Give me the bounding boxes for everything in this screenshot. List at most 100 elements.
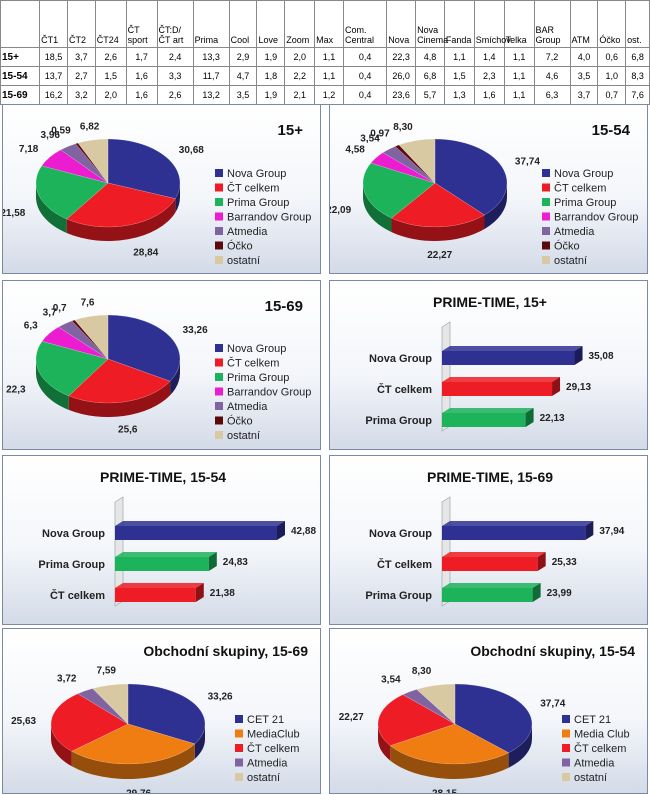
table-cell: 1,5: [94, 66, 127, 86]
table-cell: 1,2: [314, 85, 344, 105]
column-header: Nova: [386, 0, 417, 48]
pie-data-label: 37,74: [515, 157, 540, 168]
pie-side-t-celkem: [391, 214, 485, 241]
pie-side-nova-group: [170, 359, 180, 396]
table-cell: 1,7: [125, 47, 158, 67]
bar-top-prima-group: [442, 583, 541, 588]
table-cell: 13,3: [192, 47, 230, 67]
pie-data-label: 33,26: [183, 325, 208, 336]
pie-side-mediaclub: [71, 743, 195, 779]
pie-data-label: 8,30: [393, 122, 413, 133]
legend-swatch-barrandov-group: [215, 387, 223, 396]
pie-slice-prima-group: [35, 340, 109, 397]
legend-label: ČT celkem: [574, 742, 626, 755]
pie-side-t-celkem: [51, 724, 72, 767]
legend-swatch-media-club: [562, 729, 570, 738]
bar-chart-prime-15-54: PRIME-TIME, 15-54 Nova Group 42,88 Prima Gr…: [38, 469, 316, 607]
table-cell: 4,8: [415, 47, 445, 67]
bar-nova-group: [442, 526, 586, 540]
pie-side-nova-group: [175, 183, 180, 213]
table-cell: 3,3: [156, 66, 194, 86]
table-cell: 6,3: [533, 85, 571, 105]
chart-title: PRIME-TIME, 15-69: [427, 469, 553, 485]
column-header: Zoom: [284, 0, 316, 48]
table-cell: 7,6: [625, 85, 650, 105]
legend-label: Atmedia: [247, 758, 288, 770]
pie-side-group: [51, 724, 206, 779]
pie-data-label: 29,76: [126, 789, 151, 794]
bar-side-nova-group: [585, 521, 594, 540]
bar-side-t-celkem: [195, 583, 204, 602]
chart-title: PRIME-TIME, 15+: [433, 294, 547, 310]
pie-slice-mediaclub: [71, 723, 196, 765]
pie-data-label: 3,7: [43, 308, 57, 319]
bar-data-label: 23,99: [547, 588, 572, 599]
legend-label: ČT celkem: [554, 182, 606, 195]
pie-slice-prima-group: [35, 165, 109, 220]
chart-title: 15+: [278, 122, 304, 139]
pie-data-label: 28,15: [432, 789, 457, 794]
pie-data-label: 0,7: [53, 303, 67, 314]
pie-data-label: 33,26: [208, 691, 233, 702]
bar-prima-group: [115, 557, 209, 571]
category-label: ČT celkem: [50, 589, 105, 602]
pie-panel-15plus: 30,68 28,84 21,58 7,183,960,59 6,82 15+ Nova G…: [2, 104, 321, 274]
legend-label: CET 21: [247, 714, 284, 726]
pie-data-label: 37,74: [540, 698, 565, 709]
table-cell: 4,0: [569, 47, 599, 67]
table-cell: 1,1: [503, 66, 535, 86]
pie-data-label: 22,27: [339, 712, 364, 723]
pie-side-group: [378, 724, 532, 779]
column-header: Prima: [192, 0, 230, 48]
table-cell: 1,8: [256, 66, 286, 86]
table-cell: 2,2: [284, 66, 316, 86]
bar-side-prima-group: [208, 552, 217, 571]
legend-swatch-atmedia: [215, 227, 223, 235]
legend-label: Óčko: [227, 240, 253, 253]
bar-top-nova-group: [442, 346, 583, 351]
legend-swatch-t-celkem: [215, 358, 223, 367]
bar-data-label: 37,94: [599, 526, 624, 537]
pie-data-label: 8,30: [412, 666, 432, 677]
bar-top-prima-group: [442, 408, 534, 413]
legend-label: Óčko: [554, 240, 580, 253]
column-header: Nova Cinema: [415, 0, 448, 48]
bar-data-label: 29,13: [566, 382, 591, 393]
chart-title: Obchodní skupiny, 15-69: [143, 643, 308, 659]
legend-swatch-ostatn: [215, 256, 223, 264]
column-header: Love: [256, 0, 286, 48]
legend-label: Barrandov Group: [227, 387, 311, 399]
pie-side-t-celkem: [378, 724, 391, 761]
row-label: 15+: [0, 47, 41, 67]
bar-top-t-celkem: [442, 377, 561, 382]
legend-label: ostatní: [574, 772, 607, 784]
table-cell: 6,8: [625, 47, 650, 67]
pie-data-label: 3,72: [57, 673, 77, 684]
bar-top-t-celkem: [442, 552, 546, 557]
pie-side-group: [363, 183, 507, 241]
legend-swatch-t-celkem: [562, 744, 570, 752]
pie-data-label: 25,6: [118, 424, 138, 435]
bar-top-nova-group: [442, 521, 594, 526]
pie-side-media-club: [390, 745, 509, 779]
pie-panel-15-69: 33,26 25,6 22,3 6,3 3,7 0,7 7,6 15-69 Nova Group…: [2, 280, 321, 450]
table-cell: 22,3: [386, 47, 417, 67]
legend-label: ČT celkem: [247, 742, 299, 755]
pie-slice-t-celkem: [391, 182, 485, 228]
pie-data-label: 7,59: [97, 666, 117, 677]
pie-slice-media-club: [389, 723, 510, 765]
table-body: 15+ 18,5 3,7 2,6 1,7 2,4 13,3 2,9 1,9 2,0 1,1 0,4 22…: [0, 47, 650, 105]
pie-slice-atmedia: [58, 320, 109, 360]
legend-swatch-nova-group: [215, 169, 223, 177]
category-label: Prima Group: [365, 415, 432, 427]
legend-label: Atmedia: [227, 401, 268, 413]
table-cell: 2,9: [228, 47, 258, 67]
table-cell: 4,7: [228, 66, 258, 86]
legend-label: Barrandov Group: [227, 212, 311, 224]
bar-side-t-celkem: [537, 552, 546, 571]
chart-title: Obchodní skupiny, 15-54: [470, 643, 635, 659]
bar-chart-prime-15plus: PRIME-TIME, 15+ Nova Group 35,08 ČT celkem 2…: [365, 294, 614, 432]
table-cell: 0,4: [342, 47, 388, 67]
bar-side-prima-group: [532, 583, 541, 602]
table-cell: 2,4: [156, 47, 194, 67]
